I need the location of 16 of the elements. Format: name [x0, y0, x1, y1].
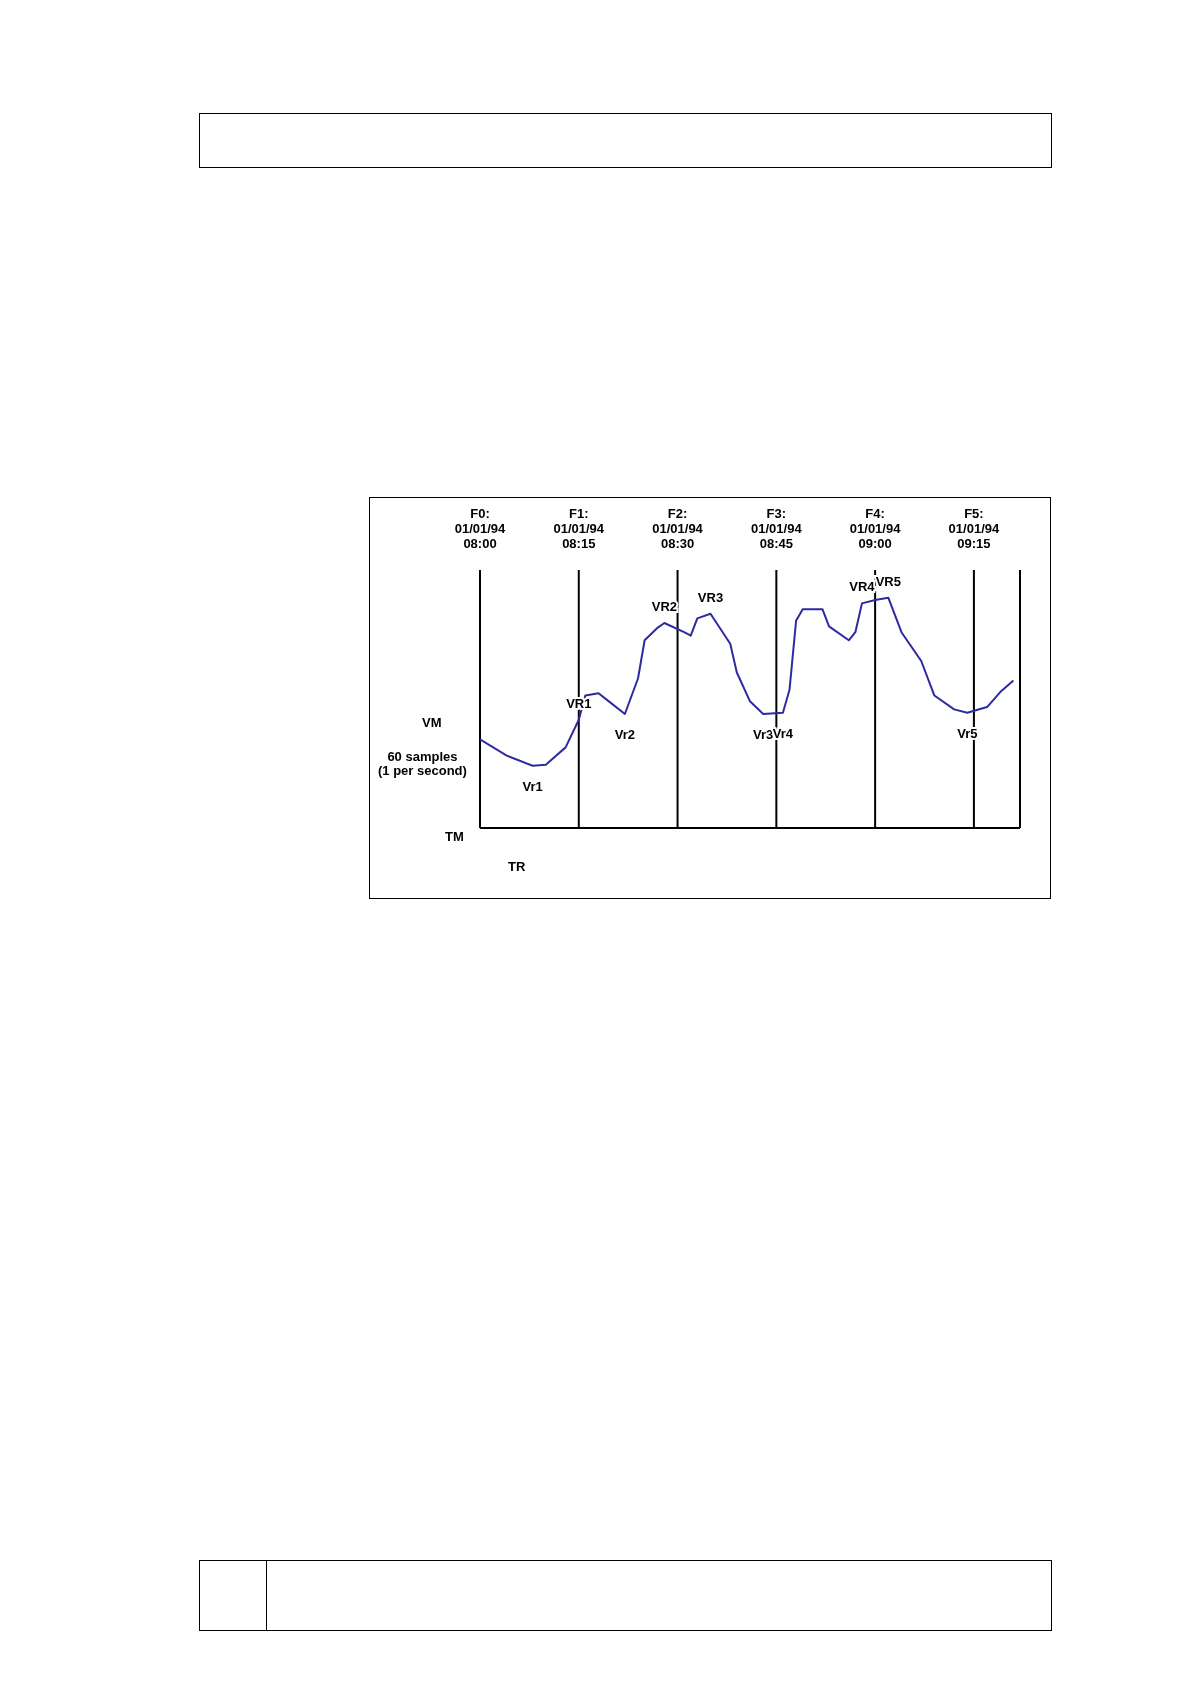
x-tick-label: F2: 01/01/94 08:30 — [652, 506, 704, 551]
annotation: Vr2 — [614, 727, 635, 743]
text: TR — [508, 859, 526, 874]
annotation: Vr3 — [753, 727, 774, 743]
text: TM — [445, 829, 464, 844]
x-tick-label: F5: 01/01/94 09:15 — [948, 506, 1000, 551]
text: 60 samples (1 per second) — [378, 749, 467, 778]
x-tick-label: F3: 01/01/94 08:45 — [751, 506, 803, 551]
annotation: VR5 — [875, 573, 901, 589]
text: VM — [422, 715, 442, 730]
annotation: VR2 — [651, 598, 678, 614]
annotation: Vr1 — [522, 779, 543, 795]
x-tick-label: F1: 01/01/94 08:15 — [553, 506, 605, 551]
annotation: VR3 — [697, 589, 724, 605]
x-tick-label: F4: 01/01/94 09:00 — [849, 506, 902, 551]
x-tick-label: F0: 01/01/94 08:00 — [454, 506, 507, 551]
